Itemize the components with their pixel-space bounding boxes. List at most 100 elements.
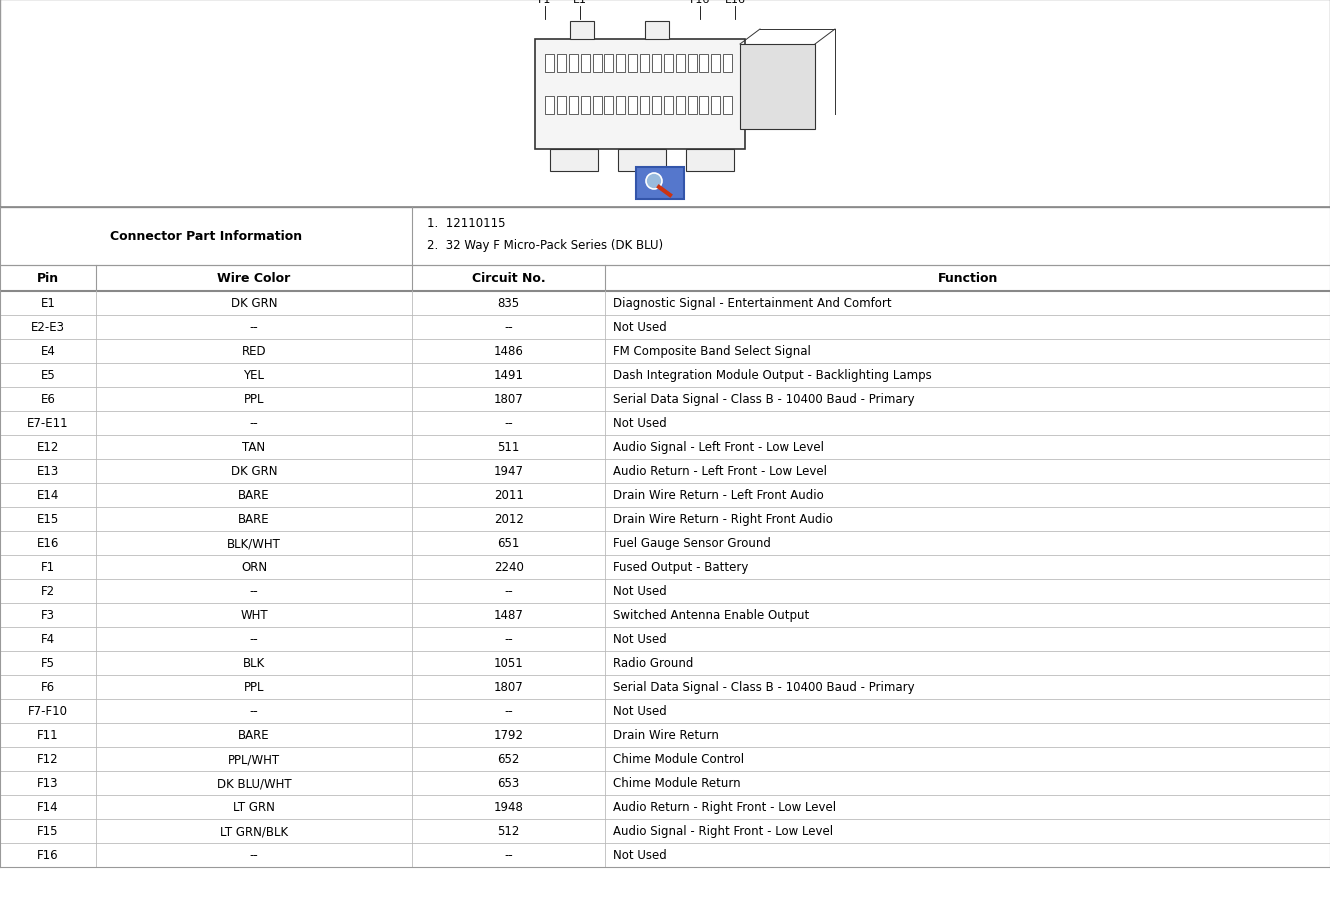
Bar [712, 55, 721, 73]
Bar [700, 97, 709, 115]
Text: 653: 653 [497, 777, 520, 789]
Text: Not Used: Not Used [613, 633, 666, 646]
Text: --: -- [504, 417, 513, 430]
Text: F11: F11 [37, 729, 59, 741]
Text: F13: F13 [37, 777, 59, 789]
Text: 1491: 1491 [493, 369, 524, 382]
Text: --: -- [250, 704, 258, 718]
Text: FM Composite Band Select Signal: FM Composite Band Select Signal [613, 345, 811, 358]
Text: Audio Return - Left Front - Low Level: Audio Return - Left Front - Low Level [613, 465, 827, 478]
Text: F4: F4 [41, 633, 55, 646]
Bar [545, 55, 555, 73]
Text: E6: E6 [40, 393, 56, 406]
Text: F12: F12 [37, 752, 59, 766]
Text: 1051: 1051 [493, 657, 524, 670]
Bar [545, 97, 555, 115]
Text: E1: E1 [40, 297, 56, 310]
Bar [569, 55, 577, 73]
Text: Chime Module Control: Chime Module Control [613, 752, 745, 766]
Bar [664, 55, 673, 73]
Text: 1807: 1807 [493, 393, 524, 406]
Text: E14: E14 [37, 489, 59, 502]
Text: Not Used: Not Used [613, 704, 666, 718]
Bar [571, 22, 595, 40]
Text: --: -- [504, 584, 513, 598]
Text: Switched Antenna Enable Output: Switched Antenna Enable Output [613, 609, 810, 621]
Text: 2.  32 Way F Micro-Pack Series (DK BLU): 2. 32 Way F Micro-Pack Series (DK BLU) [427, 239, 664, 253]
Text: ORN: ORN [241, 561, 267, 574]
Bar [640, 55, 649, 73]
Bar [628, 97, 637, 115]
Text: 835: 835 [497, 297, 520, 310]
Text: 652: 652 [497, 752, 520, 766]
Text: --: -- [250, 321, 258, 334]
Bar [604, 55, 613, 73]
Text: Fuel Gauge Sensor Ground: Fuel Gauge Sensor Ground [613, 537, 771, 550]
Text: F6: F6 [41, 681, 55, 694]
Text: 1792: 1792 [493, 729, 524, 741]
Bar [676, 97, 685, 115]
Text: --: -- [504, 321, 513, 334]
Text: F3: F3 [41, 609, 55, 621]
Text: E12: E12 [37, 441, 59, 454]
Text: TAN: TAN [242, 441, 266, 454]
Text: WHT: WHT [241, 609, 267, 621]
Text: Circuit No.: Circuit No. [472, 272, 545, 285]
Bar [551, 150, 598, 171]
Bar [664, 97, 673, 115]
Bar [569, 97, 577, 115]
Text: Drain Wire Return - Left Front Audio: Drain Wire Return - Left Front Audio [613, 489, 823, 502]
Text: RED: RED [242, 345, 266, 358]
Text: F5: F5 [41, 657, 55, 670]
Circle shape [646, 174, 662, 189]
Text: DK BLU/WHT: DK BLU/WHT [217, 777, 291, 789]
Bar [557, 55, 565, 73]
Text: Chime Module Return: Chime Module Return [613, 777, 741, 789]
Text: 511: 511 [497, 441, 520, 454]
Text: F2: F2 [41, 584, 55, 598]
Text: E4: E4 [40, 345, 56, 358]
Text: E16: E16 [37, 537, 59, 550]
Text: F16: F16 [690, 0, 710, 5]
Text: 1948: 1948 [493, 801, 524, 814]
Text: 1487: 1487 [493, 609, 524, 621]
Bar [688, 97, 697, 115]
Text: LT GRN: LT GRN [233, 801, 275, 814]
Text: 651: 651 [497, 537, 520, 550]
Text: 1.  12110115: 1. 12110115 [427, 217, 505, 230]
Text: Wire Color: Wire Color [217, 272, 291, 285]
Bar [700, 55, 709, 73]
Text: Not Used: Not Used [613, 849, 666, 861]
Text: DK GRN: DK GRN [231, 297, 277, 310]
Bar [581, 97, 589, 115]
Text: --: -- [250, 584, 258, 598]
Text: Audio Signal - Left Front - Low Level: Audio Signal - Left Front - Low Level [613, 441, 825, 454]
Text: 512: 512 [497, 824, 520, 838]
Text: 2240: 2240 [493, 561, 524, 574]
Bar [557, 97, 565, 115]
Text: 2011: 2011 [493, 489, 524, 502]
Text: F16: F16 [37, 849, 59, 861]
Text: --: -- [504, 849, 513, 861]
Text: Pin: Pin [37, 272, 59, 285]
Text: Not Used: Not Used [613, 321, 666, 334]
Text: --: -- [504, 704, 513, 718]
Text: Dash Integration Module Output - Backlighting Lamps: Dash Integration Module Output - Backlig… [613, 369, 932, 382]
Bar [535, 40, 745, 150]
Bar [592, 55, 601, 73]
Text: E13: E13 [37, 465, 59, 478]
Text: DK GRN: DK GRN [231, 465, 277, 478]
Bar [688, 55, 697, 73]
Bar [652, 55, 661, 73]
Text: Audio Return - Right Front - Low Level: Audio Return - Right Front - Low Level [613, 801, 837, 814]
Bar [652, 97, 661, 115]
Text: BARE: BARE [238, 489, 270, 502]
Text: BLK: BLK [243, 657, 265, 670]
Text: E16: E16 [725, 0, 746, 5]
Bar [640, 97, 649, 115]
Text: Drain Wire Return - Right Front Audio: Drain Wire Return - Right Front Audio [613, 513, 833, 526]
Text: F15: F15 [37, 824, 59, 838]
Text: 2012: 2012 [493, 513, 524, 526]
Text: E7-E11: E7-E11 [27, 417, 69, 430]
Bar [616, 97, 625, 115]
